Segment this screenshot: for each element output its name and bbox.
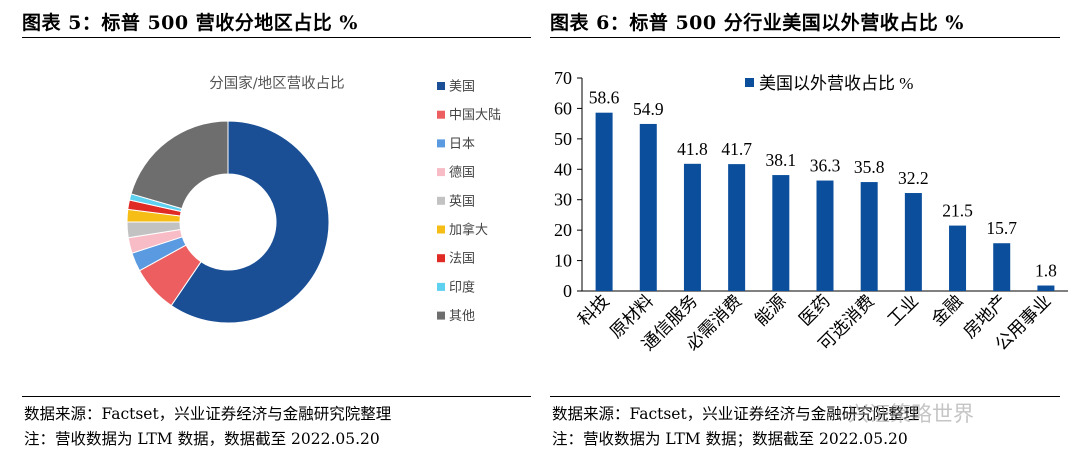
legend-label-5: 加拿大 <box>449 222 488 238</box>
legend-swatch-7 <box>437 282 445 291</box>
legend-swatch-3 <box>437 168 445 177</box>
legend-label-4: 英国 <box>449 194 475 209</box>
right-source: 数据来源：Factset，兴业证券经济与金融研究院整理 <box>552 405 920 423</box>
left-note: 注：营收数据为 LTM 数据，数据截至 2022.05.20 <box>24 430 380 448</box>
bar-8 <box>949 225 967 291</box>
legend-label-1: 中国大陆 <box>449 107 501 123</box>
legend-swatch-4 <box>437 196 445 205</box>
bar-value-label-10: 1.8 <box>1035 261 1057 281</box>
donut-slices <box>126 120 330 324</box>
right-figure-title: 图表 6：标普 500 分行业美国以外营收占比 % <box>550 12 964 34</box>
left-title-rule <box>22 37 531 38</box>
bar-value-label-3: 41.7 <box>721 139 752 159</box>
y-tick-label-50: 50 <box>554 129 572 149</box>
legend-label-7: 印度 <box>449 279 475 295</box>
legend-label-0: 美国 <box>449 80 475 95</box>
x-tick-label-8: 金融 <box>927 291 966 330</box>
legend-swatch-1 <box>437 110 445 119</box>
donut-slice-8 <box>130 120 229 210</box>
legend-label-6: 法国 <box>449 252 475 267</box>
bar-6 <box>860 182 878 291</box>
legend-label-3: 德国 <box>449 166 475 181</box>
bar-7 <box>904 193 922 291</box>
legend-swatch-0 <box>437 82 445 90</box>
bar-value-label-4: 38.1 <box>766 150 797 170</box>
legend-swatch-8 <box>437 311 445 320</box>
bar-0 <box>595 112 613 291</box>
donut-slice-0 <box>170 120 330 324</box>
bar-legend-label: 美国以外营收占比 % <box>759 74 913 93</box>
bar-10 <box>1037 285 1055 291</box>
right-footer-rule <box>550 396 1060 397</box>
bar-legend: 美国以外营收占比 % <box>745 74 913 93</box>
watermark-text: 兴证策略世界 <box>848 402 974 426</box>
left-figure-title: 图表 5：标普 500 营收分地区占比 % <box>22 12 358 34</box>
right-note: 注：营收数据为 LTM 数据；数据截至 2022.05.20 <box>552 430 908 448</box>
bar-legend-swatch <box>745 78 754 87</box>
bar-value-label-9: 15.7 <box>986 218 1017 238</box>
bar-5 <box>816 180 834 291</box>
donut-chart-title: 分国家/地区营收占比 <box>209 75 344 92</box>
bar-value-label-1: 54.9 <box>633 99 664 119</box>
legend-swatch-5 <box>437 225 445 234</box>
y-tick-label-20: 20 <box>554 220 572 240</box>
x-tick-label-0: 科技 <box>574 291 613 330</box>
bar-3 <box>728 164 746 291</box>
bar-value-label-6: 35.8 <box>854 157 885 177</box>
y-tick-label-0: 0 <box>563 281 572 301</box>
left-source: 数据来源：Factset，兴业证券经济与金融研究院整理 <box>24 405 392 423</box>
bar-value-label-2: 41.8 <box>677 139 708 159</box>
legend-swatch-6 <box>437 254 445 263</box>
y-tick-label-40: 40 <box>554 159 572 179</box>
bar-value-label-5: 36.3 <box>810 156 841 176</box>
y-tick-label-10: 10 <box>554 251 572 271</box>
legend-label-8: 其他 <box>449 309 475 324</box>
bar-9 <box>993 243 1011 291</box>
legend-swatch-2 <box>437 139 445 148</box>
legend-label-2: 日本 <box>449 137 475 152</box>
bar-value-label-8: 21.5 <box>942 201 973 221</box>
right-title-rule <box>550 37 1060 38</box>
bar-4 <box>772 175 790 291</box>
bar-value-label-7: 32.2 <box>898 168 929 188</box>
x-tick-label-5: 医药 <box>795 291 834 330</box>
y-tick-label-60: 60 <box>554 98 572 118</box>
bar-1 <box>639 123 657 291</box>
left-footer-rule <box>22 396 531 397</box>
y-tick-label-30: 30 <box>554 190 572 210</box>
bar-value-label-0: 58.6 <box>589 88 620 108</box>
bar-2 <box>683 163 701 291</box>
x-tick-label-7: 工业 <box>883 291 922 330</box>
x-tick-label-4: 能源 <box>751 291 790 330</box>
y-tick-label-70: 70 <box>554 68 572 88</box>
bar-series: 58.6 54.9 41.8 41.7 38.1 36.3 35.8 32.2 21.5 15.7… <box>589 88 1057 291</box>
